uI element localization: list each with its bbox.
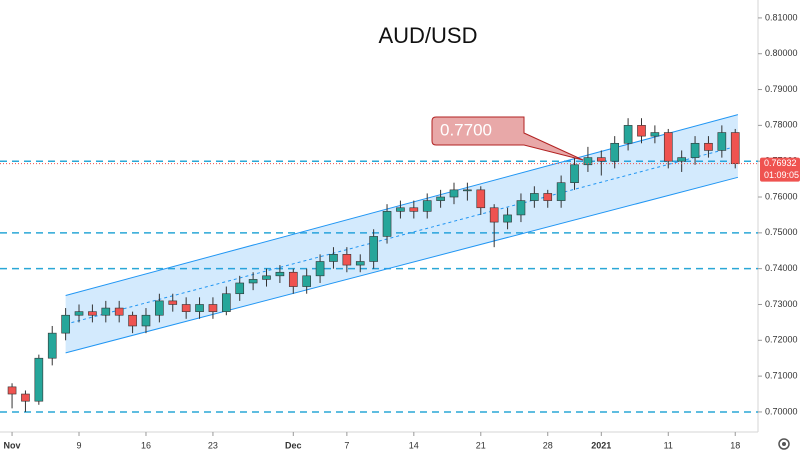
- candle-body: [623, 125, 633, 144]
- candle-body: [61, 314, 70, 334]
- x-tick-label: 11: [664, 440, 673, 450]
- candle-body: [677, 157, 686, 162]
- x-tick-label: 14: [409, 440, 419, 450]
- candle-body: [7, 386, 17, 395]
- y-tick-label: 0.79000: [765, 84, 798, 94]
- candle-body: [543, 193, 553, 201]
- candle-body: [315, 261, 325, 277]
- x-tick-label: 28: [543, 440, 553, 450]
- y-tick-label: 0.72000: [765, 335, 798, 345]
- y-tick-label: 0.75000: [765, 227, 798, 237]
- y-tick-label: 0.74000: [765, 263, 798, 273]
- candle-body: [610, 142, 620, 162]
- candle-body: [21, 393, 30, 402]
- candle-body: [168, 300, 178, 305]
- y-tick-label: 0.71000: [765, 370, 798, 380]
- candle-body: [47, 332, 57, 359]
- candle-body: [181, 304, 191, 312]
- candle-body: [262, 275, 271, 280]
- x-tick-label: 9: [77, 440, 82, 450]
- candle-body: [342, 254, 352, 266]
- candle-body: [382, 211, 392, 237]
- channel-mid: [65, 145, 739, 325]
- x-tick-label: 21: [476, 440, 486, 450]
- candle-body: [101, 307, 111, 316]
- x-tick-label: 7: [344, 440, 349, 450]
- last-price-tag: [760, 157, 800, 182]
- candle-body: [530, 193, 539, 201]
- callout-text: 0.7700: [440, 120, 492, 139]
- candle-body: [436, 196, 445, 201]
- channel-lower: [65, 176, 739, 354]
- candle-body: [516, 200, 526, 216]
- candle-body: [637, 125, 646, 137]
- candle-body: [155, 300, 164, 316]
- y-tick-label: 0.76000: [765, 191, 798, 201]
- candle-body: [275, 271, 285, 277]
- candle-body: [690, 142, 700, 158]
- candle-body: [369, 236, 378, 262]
- x-tick-label: Dec: [285, 440, 302, 450]
- candle-body: [248, 279, 258, 284]
- candle-body: [570, 164, 579, 183]
- candle-body: [302, 275, 311, 287]
- x-tick-label: Nov: [4, 440, 21, 450]
- last-price-label: 0.76932: [764, 158, 797, 168]
- gear[interactable]: [778, 438, 790, 450]
- y-tick-label: 0.70000: [765, 406, 798, 416]
- candle-body: [556, 182, 566, 201]
- candle-body: [114, 307, 124, 316]
- x-tick-label: 16: [141, 440, 151, 450]
- candle-body: [463, 189, 472, 192]
- candle-body: [195, 304, 204, 312]
- candle-body: [329, 254, 338, 262]
- candle-body: [650, 132, 660, 137]
- candle-body: [208, 304, 218, 312]
- candle-body: [663, 132, 673, 162]
- x-tick-label: 2021: [591, 440, 611, 450]
- candle-body: [235, 282, 245, 295]
- candle-body: [583, 157, 593, 166]
- candle-body: [355, 261, 365, 266]
- candle-body: [422, 200, 432, 212]
- candle-body: [34, 357, 44, 402]
- candle-body: [476, 189, 486, 209]
- callout: [431, 116, 584, 161]
- candle-body: [128, 314, 137, 327]
- candle-body: [288, 271, 298, 287]
- candle-body: [596, 157, 606, 162]
- channel-upper: [65, 114, 739, 297]
- candle-body: [88, 311, 97, 316]
- y-tick-label: 0.78000: [765, 120, 798, 130]
- candle-body: [222, 293, 231, 312]
- candle-body: [409, 207, 419, 212]
- candle-body: [141, 314, 151, 327]
- candle-body: [489, 207, 499, 223]
- candle-body: [730, 132, 740, 165]
- gear-center[interactable]: [782, 442, 786, 446]
- channel-fill: [65, 114, 738, 353]
- y-tick-label: 0.80000: [765, 48, 798, 58]
- candle-body: [503, 214, 512, 223]
- candle-body: [396, 207, 405, 212]
- x-tick-label: 18: [730, 440, 740, 450]
- candle-body: [704, 142, 713, 151]
- settings-icon[interactable]: [778, 438, 790, 450]
- candle-body: [449, 189, 459, 198]
- countdown: 01:09:05: [764, 170, 799, 180]
- x-tick-label: 23: [208, 440, 218, 450]
- y-tick-label: 0.73000: [765, 299, 798, 309]
- chart-title: AUD/USD: [378, 23, 477, 48]
- candle-body: [717, 132, 727, 151]
- candle-body: [74, 311, 84, 316]
- y-tick-label: 0.81000: [765, 12, 798, 22]
